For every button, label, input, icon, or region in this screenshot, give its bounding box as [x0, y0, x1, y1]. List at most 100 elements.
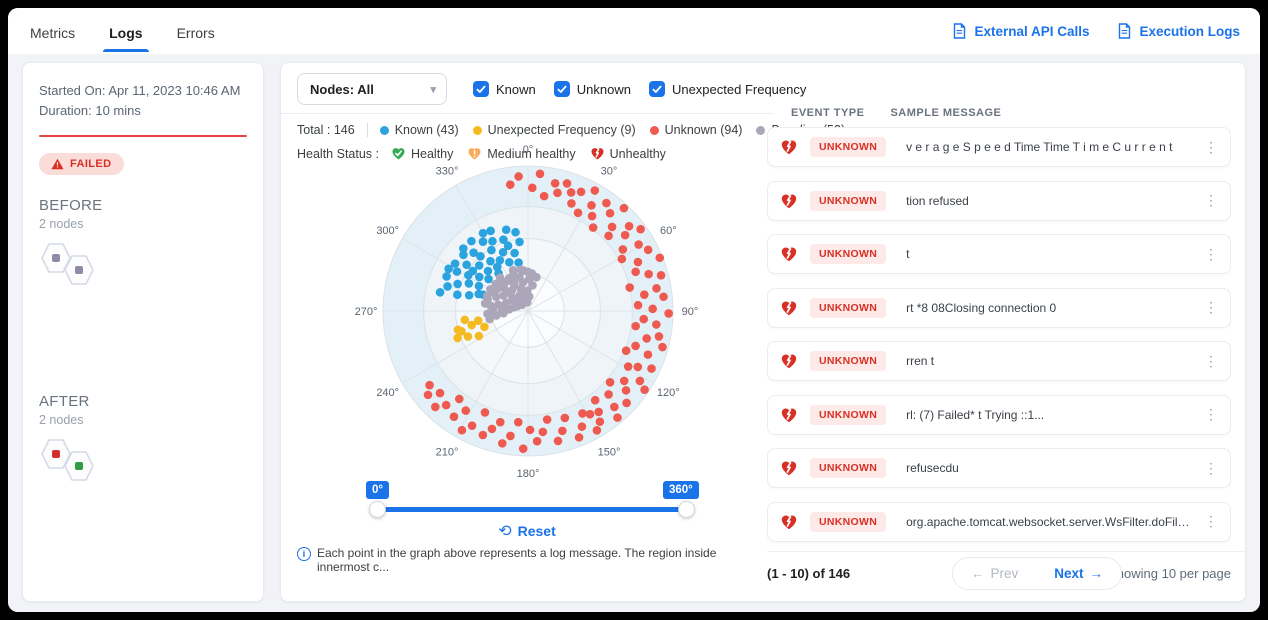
event-row[interactable]: UNKNOWN tion refused ⋮ [767, 180, 1231, 221]
event-row[interactable]: UNKNOWN t ⋮ [767, 234, 1231, 274]
legend-dot-icon [756, 125, 766, 135]
row-menu-icon[interactable]: ⋮ [1204, 406, 1218, 422]
checkbox-known[interactable]: Known [473, 81, 536, 97]
row-menu-icon[interactable]: ⋮ [1204, 459, 1218, 476]
event-row[interactable]: UNKNOWN refusecdu ⋮ [767, 448, 1231, 488]
legend-item-known: Known (43) [379, 123, 459, 137]
data-point-unknown [621, 386, 631, 395]
series-filter-checkboxes: Known Unknown Unexpected Frequency [473, 81, 806, 97]
row-menu-icon[interactable]: ⋮ [1204, 352, 1218, 369]
data-point-baseline [491, 279, 501, 289]
data-point-unknown [639, 314, 649, 324]
row-menu-icon[interactable]: ⋮ [1204, 192, 1218, 208]
data-point-known [488, 236, 497, 246]
data-point-unknown [513, 417, 523, 427]
data-point-unknown [659, 292, 668, 302]
event-row[interactable]: UNKNOWN rl: (7) Failed* t Trying ::1... ⋮ [767, 394, 1231, 435]
data-point-unknown [623, 362, 633, 371]
heart-exclaim-icon [468, 148, 481, 160]
link-execution-logs[interactable]: Execution Logs [1117, 23, 1240, 39]
data-point-unknown [506, 431, 515, 441]
prev-button[interactable]: ← Prev [971, 566, 1019, 581]
started-on-text: Started On: Apr 11, 2023 10:46 AM [39, 83, 241, 98]
data-point-unknown [656, 271, 666, 280]
data-point-unknown [573, 208, 583, 218]
data-point-known [464, 290, 474, 300]
sample-message: org.apache.tomcat.websocket.server.WsFil… [906, 514, 1192, 529]
data-point-unknown [619, 376, 629, 386]
data-point-unknown [652, 284, 661, 293]
sample-message: rren t [906, 354, 935, 368]
checkbox-check-icon [473, 81, 489, 97]
data-point-unknown [441, 400, 451, 410]
slider-handle-min[interactable] [369, 501, 386, 518]
slider-track[interactable] [369, 501, 695, 518]
data-point-known [442, 272, 451, 281]
row-menu-icon[interactable]: ⋮ [1204, 299, 1218, 315]
sample-message: refusecdu [906, 461, 959, 475]
health-item-healthy: Healthy [391, 146, 453, 161]
nodes-select[interactable]: Nodes: All ▾ [297, 73, 447, 105]
data-point-unknown [578, 409, 587, 418]
row-menu-icon[interactable]: ⋮ [1204, 245, 1218, 262]
external-api-calls-icon [954, 23, 966, 39]
data-point-unknown [652, 320, 661, 329]
series-legend: Total : 146 Known (43) Unexpected Frequen… [297, 123, 845, 137]
legend-total: Total : 146 [297, 123, 355, 137]
after-hexagon-node[interactable] [62, 449, 96, 483]
data-point-unknown [625, 283, 635, 292]
data-point-known [486, 256, 495, 266]
checkbox-unknown[interactable]: Unknown [553, 81, 631, 97]
angle-tick-label: 240° [376, 387, 399, 399]
data-point-unknown [640, 385, 649, 394]
reset-button[interactable]: ⟲ Reset [498, 523, 556, 540]
row-menu-icon[interactable]: ⋮ [1204, 513, 1218, 529]
before-hexagon-node[interactable] [62, 253, 96, 287]
next-button[interactable]: Next → [1054, 566, 1104, 581]
link-external-api-calls[interactable]: External API Calls [952, 23, 1089, 39]
tab-metrics[interactable]: Metrics [30, 24, 76, 41]
data-point-unknown [585, 409, 595, 419]
event-row[interactable]: UNKNOWN org.apache.tomcat.websocket.serve… [767, 501, 1231, 542]
data-point-known [459, 244, 468, 253]
after-nodes[interactable] [39, 437, 247, 497]
before-hexagon-node[interactable] [39, 241, 73, 275]
polar-log-chart[interactable]: 0° 30° 60° 90° 120° 150° 180° 210° 240° 270° 300° 3… [343, 141, 713, 481]
row-menu-icon[interactable]: ⋮ [1204, 138, 1218, 155]
event-row[interactable]: UNKNOWN rt *8 08Closing connection 0 ⋮ [767, 287, 1231, 328]
event-type-badge: UNKNOWN [810, 458, 887, 478]
data-point-baseline [495, 273, 505, 282]
logs-panel: Nodes: All ▾ Known Unknown Unexpected Freq… [280, 62, 1246, 602]
health-item-unhealthy: Unhealthy [590, 146, 666, 161]
data-point-known [444, 264, 453, 274]
data-point-unknown [567, 199, 576, 208]
data-point-unknown [610, 402, 619, 412]
pagination-range: (1 - 10) of 146 [767, 566, 851, 581]
data-point-unknown [449, 412, 459, 422]
after-node-count: 2 nodes [39, 413, 84, 427]
tab-errors[interactable]: Errors [176, 24, 215, 41]
failed-divider [39, 135, 247, 137]
after-hexagon-node[interactable] [39, 437, 73, 471]
event-type-badge: UNKNOWN [810, 137, 887, 157]
data-point-unknown [454, 394, 464, 404]
slider-handle-max[interactable] [678, 501, 695, 518]
data-point-unknown [560, 413, 570, 423]
data-point-known [475, 272, 484, 282]
data-point-unknown [618, 245, 628, 254]
event-row[interactable]: UNKNOWN rren t ⋮ [767, 341, 1231, 381]
data-point-unknown [478, 430, 488, 440]
data-point-known [486, 226, 495, 236]
checkbox-unexpected-frequency[interactable]: Unexpected Frequency [648, 81, 806, 97]
data-point-unknown [553, 188, 562, 198]
event-row[interactable]: UNKNOWN v e r a g e S p e e d Time Time T… [767, 127, 1231, 167]
angle-tick-label: 330° [436, 166, 459, 178]
angle-tick-label: 0° [523, 144, 534, 156]
angle-tick-label: 210° [436, 446, 459, 458]
data-point-baseline [486, 284, 495, 294]
data-point-known [452, 267, 462, 276]
data-point-unknown [592, 425, 602, 435]
tab-logs[interactable]: Logs [103, 11, 150, 52]
before-nodes[interactable] [39, 241, 247, 301]
data-point-unknown [655, 253, 665, 263]
